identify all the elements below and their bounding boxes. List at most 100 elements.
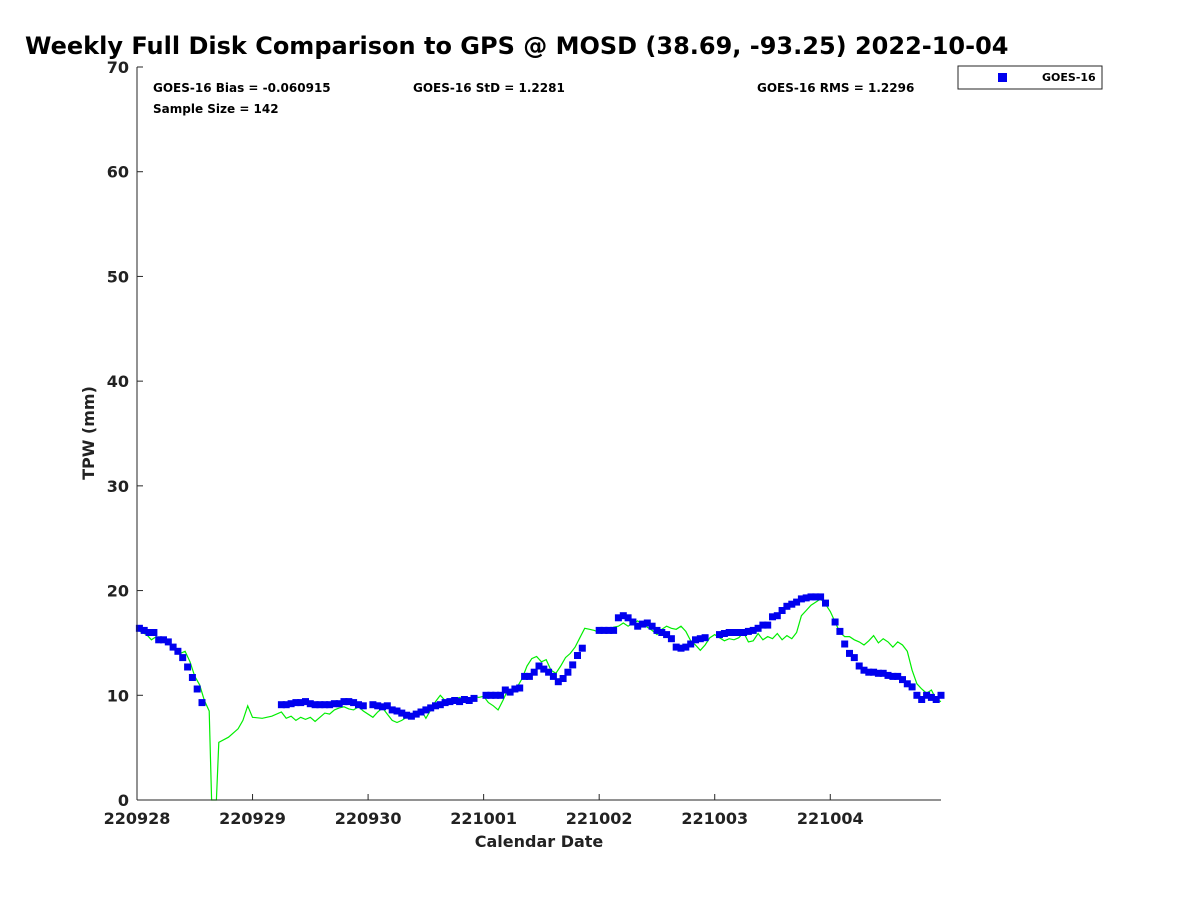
y-axis-label: TPW (mm) xyxy=(79,386,98,480)
goes16-point xyxy=(422,706,430,714)
goes16-point xyxy=(511,685,519,693)
goes16-point xyxy=(879,669,887,677)
goes16-point xyxy=(672,643,680,651)
goes16-point xyxy=(521,672,529,680)
goes16-point xyxy=(605,626,613,634)
goes16-point xyxy=(316,701,324,709)
stat-bias: GOES-16 Bias = -0.060915 xyxy=(153,81,331,95)
goes16-point xyxy=(145,629,153,636)
goes16-point xyxy=(465,697,473,704)
goes16-point xyxy=(614,614,622,622)
goes16-point xyxy=(643,619,651,627)
goes16-point xyxy=(432,702,439,710)
legend: GOES-16 xyxy=(957,65,1103,90)
goes16-point xyxy=(682,643,690,651)
goes16-point xyxy=(889,672,897,680)
goes16-point xyxy=(559,675,567,682)
goes16-point xyxy=(783,602,791,610)
x-axis-label: Calendar Date xyxy=(475,832,604,851)
x-tick-label: 221002 xyxy=(566,809,633,828)
goes16-point xyxy=(874,669,882,677)
goes16-point xyxy=(369,701,377,709)
goes16-point xyxy=(740,629,748,636)
goes16-point xyxy=(549,672,557,680)
goes16-point xyxy=(287,700,295,708)
goes16-point xyxy=(155,636,163,644)
goes16-point xyxy=(870,668,878,676)
goes16-point xyxy=(692,636,699,644)
goes16-point xyxy=(326,701,334,709)
goes16-point xyxy=(193,685,201,693)
goes16-point xyxy=(629,618,637,626)
goes16-point xyxy=(535,662,543,670)
goes16-point xyxy=(393,707,401,715)
goes16-point xyxy=(417,708,425,716)
goes16-point xyxy=(701,634,709,642)
goes16-point xyxy=(340,698,348,706)
x-tick-label: 221003 xyxy=(681,809,748,828)
goes16-point xyxy=(696,635,704,643)
goes16-point xyxy=(720,630,728,637)
goes16-point xyxy=(735,629,743,636)
goes16-point xyxy=(436,701,444,709)
goes16-point xyxy=(932,696,940,703)
goes16-point xyxy=(277,701,285,709)
goes16-point xyxy=(487,691,495,699)
goes16-point xyxy=(306,700,314,708)
goes16-point xyxy=(648,622,656,630)
goes16-point xyxy=(937,691,945,699)
goes16-point xyxy=(135,624,143,632)
goes16-point xyxy=(407,712,415,720)
goes16-point xyxy=(456,698,464,706)
goes16-point xyxy=(198,699,206,707)
goes16-point xyxy=(169,643,177,651)
goes16-point xyxy=(412,710,420,718)
goes16-point xyxy=(516,684,524,692)
goes16-point xyxy=(759,621,767,629)
goes16-point xyxy=(639,620,646,628)
goes16-point xyxy=(501,686,509,694)
goes16-point xyxy=(359,702,367,710)
goes16-point xyxy=(164,638,172,646)
goes16-point xyxy=(530,668,538,676)
goes16-point xyxy=(773,612,781,620)
goes16-point xyxy=(846,649,853,657)
goes16-point xyxy=(441,699,449,707)
y-tick-label: 50 xyxy=(107,267,129,286)
goes16-point xyxy=(744,627,752,635)
goes16-point xyxy=(817,593,825,601)
legend-label-goes16: GOES-16 xyxy=(1042,71,1096,84)
legend-marker-goes16 xyxy=(998,73,1007,82)
goes16-series-markers xyxy=(135,593,945,720)
goes16-point xyxy=(600,626,608,634)
goes16-point xyxy=(160,636,167,644)
goes16-point xyxy=(725,629,733,636)
goes16-point xyxy=(545,668,553,676)
goes16-point xyxy=(764,621,772,629)
goes16-point xyxy=(398,709,406,717)
goes16-point xyxy=(355,701,362,709)
goes16-point xyxy=(525,672,533,680)
y-tick-label: 10 xyxy=(107,686,129,705)
y-tick-label: 20 xyxy=(107,582,129,601)
y-tick-label: 30 xyxy=(107,477,129,496)
goes16-point xyxy=(658,629,666,636)
goes16-point xyxy=(595,626,603,634)
goes16-point xyxy=(624,614,632,622)
goes16-point xyxy=(578,644,586,652)
stats-annotations: GOES-16 Bias = -0.060915 GOES-16 StD = 1… xyxy=(153,81,914,116)
goes16-point xyxy=(687,640,695,648)
goes16-point xyxy=(150,629,158,636)
goes16-point xyxy=(321,701,329,709)
goes16-point xyxy=(903,680,911,688)
plot-area xyxy=(135,67,945,801)
goes16-point xyxy=(506,688,514,696)
goes16-point xyxy=(388,706,396,714)
goes16-point xyxy=(663,631,671,639)
x-tick-label: 220928 xyxy=(104,809,171,828)
goes16-point xyxy=(802,594,810,602)
goes16-point xyxy=(482,691,490,699)
legend-box xyxy=(957,65,1103,90)
goes16-point xyxy=(292,699,300,707)
x-tick-label: 221001 xyxy=(450,809,517,828)
